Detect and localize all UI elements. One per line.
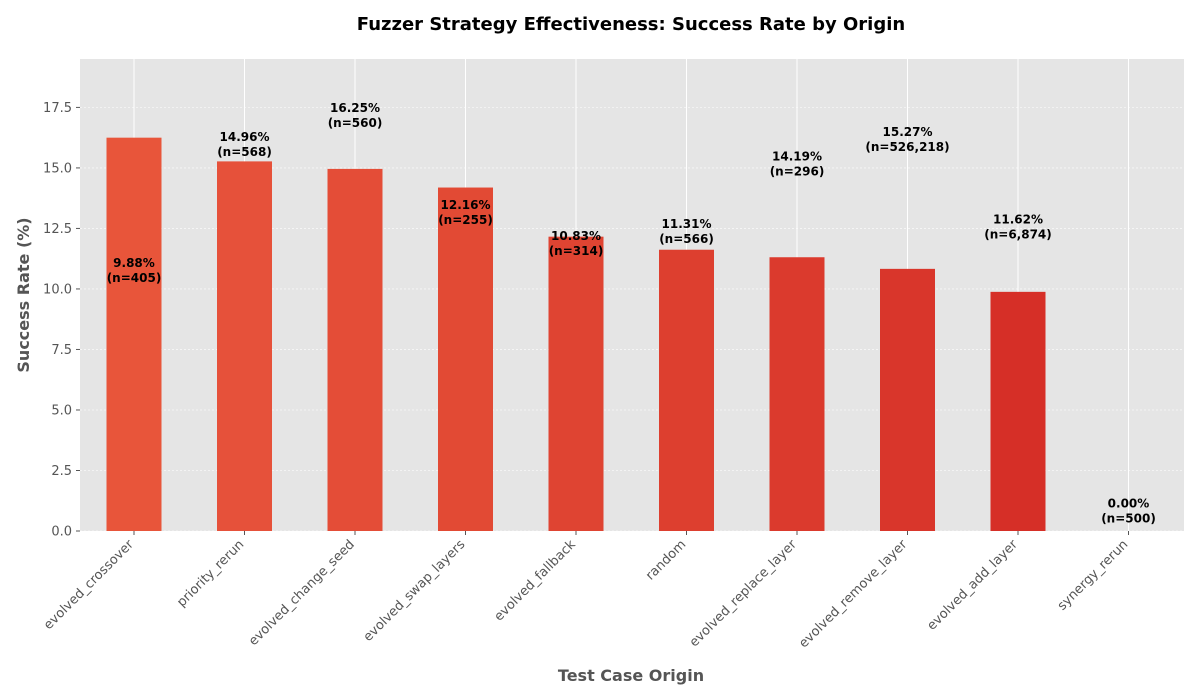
data-label-rate: 15.27% <box>883 125 933 139</box>
data-label-rate: 0.00% <box>1108 497 1150 511</box>
y-tick-label: 0.0 <box>51 525 72 540</box>
data-label-count: (n=6,874) <box>984 227 1052 241</box>
data-label-count: (n=314) <box>549 244 604 258</box>
x-tick-label: evolved_replace_layer <box>687 537 800 650</box>
data-label-rate: 12.16% <box>441 198 491 212</box>
y-tick-label: 2.5 <box>51 464 72 479</box>
bars <box>106 137 1046 532</box>
data-labels: 9.88%(n=405) 14.96%(n=568) 16.25%(n=560) 12… <box>107 101 1156 526</box>
bar-evolved-swap-layers <box>438 187 493 531</box>
y-tick-label: 5.0 <box>51 403 72 418</box>
x-tick-label: evolved_crossover <box>41 537 137 633</box>
bar-evolved-remove-layer <box>880 268 935 531</box>
y-tick-label: 10.0 <box>43 282 72 297</box>
data-label-rate: 11.31% <box>662 217 712 231</box>
bar-evolved-change-seed <box>327 168 383 531</box>
data-label-count: (n=296) <box>770 164 825 178</box>
bar-evolved-fallback <box>548 236 604 531</box>
data-label-rate: 14.96% <box>220 130 270 144</box>
data-label-rate: 10.83% <box>551 229 601 243</box>
x-tick-label: evolved_change_seed <box>246 537 358 649</box>
data-label-count: (n=566) <box>659 232 714 246</box>
bar-evolved-crossover <box>106 137 162 531</box>
data-label-rate: 11.62% <box>993 212 1043 226</box>
bar-evolved-add-layer <box>990 291 1046 531</box>
x-tick-label: evolved_remove_layer <box>796 537 910 651</box>
y-axis-label: Success Rate (%) <box>14 217 33 372</box>
data-label-count: (n=405) <box>107 271 162 285</box>
x-tick-label: evolved_add_layer <box>924 537 1021 634</box>
x-tick-label: priority_rerun <box>174 537 247 610</box>
data-label-rate: 14.19% <box>772 149 822 163</box>
data-label-count: (n=560) <box>328 116 383 130</box>
y-axis: 0.0 2.5 5.0 7.5 10.0 12.5 15.0 17.5 <box>43 101 80 540</box>
x-tick-label: random <box>643 537 689 583</box>
x-axis-label: Test Case Origin <box>558 666 704 685</box>
y-tick-label: 17.5 <box>43 101 72 116</box>
x-tick-label: evolved_fallback <box>492 537 580 625</box>
data-label-count: (n=526,218) <box>865 140 949 154</box>
bar-priority-rerun <box>217 161 272 531</box>
x-tick-label: synergy_rerun <box>1055 537 1131 613</box>
y-tick-label: 7.5 <box>51 343 72 358</box>
x-tick-label: evolved_swap_layers <box>361 537 469 645</box>
data-label-count: (n=255) <box>438 213 493 227</box>
x-axis: evolved_crossover priority_rerunevolved_c… <box>41 531 1131 651</box>
bar-random <box>659 249 714 532</box>
y-tick-label: 12.5 <box>43 222 72 237</box>
data-label-count: (n=500) <box>1101 512 1156 526</box>
data-label-rate: 9.88% <box>113 256 155 270</box>
data-label-count: (n=568) <box>217 145 272 159</box>
data-label-rate: 16.25% <box>330 101 380 115</box>
y-tick-label: 15.0 <box>43 161 72 176</box>
chart-title: Fuzzer Strategy Effectiveness: Success R… <box>357 14 905 35</box>
bar-evolved-replace-layer <box>769 257 825 531</box>
